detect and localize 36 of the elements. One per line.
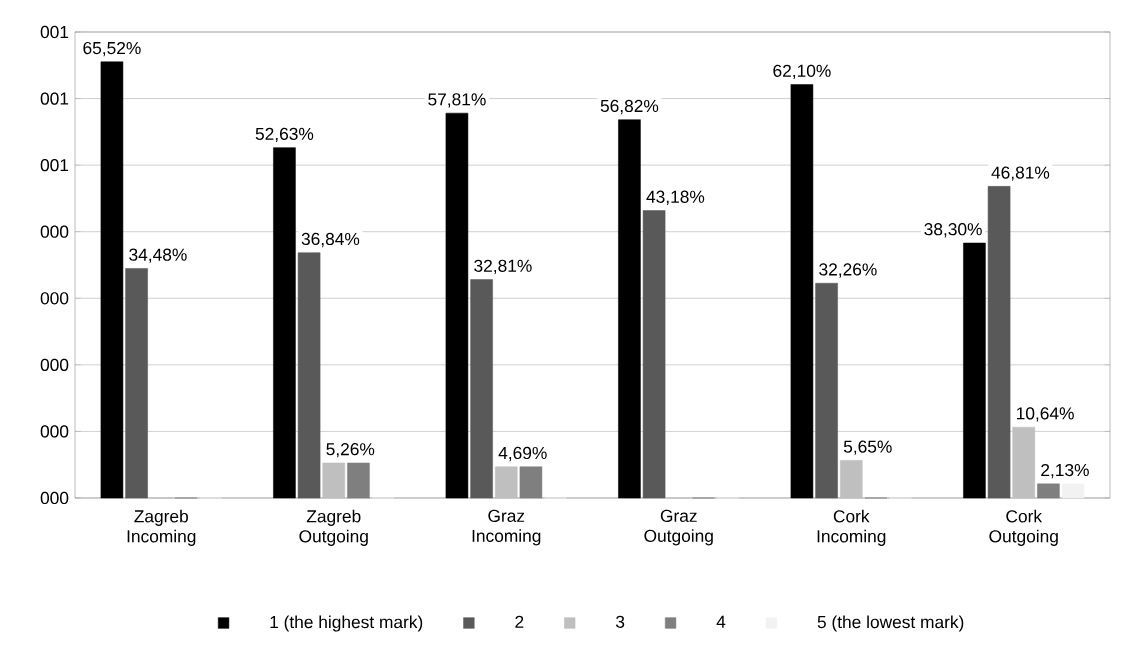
data-label: 38,30%	[924, 223, 982, 238]
y-tick-label: 001	[40, 25, 69, 39]
data-label: 65,52%	[83, 41, 141, 57]
y-tick-label: 000	[40, 292, 69, 305]
legend-label: 4	[716, 615, 726, 628]
data-label: 56,82%	[600, 99, 659, 115]
data-label: 57,81%	[428, 93, 486, 108]
x-tick-label: Zagreb Incoming	[127, 509, 196, 546]
data-label: 36,84%	[301, 232, 360, 248]
data-label: 5,65%	[843, 440, 892, 455]
legend-label: 1 (the highest mark)	[270, 615, 423, 632]
data-label: 34,48%	[129, 248, 187, 263]
y-tick-label: 001	[40, 92, 69, 105]
x-tick-label: Cork Incoming	[817, 509, 886, 546]
data-label: 32,81%	[474, 259, 532, 274]
legend-label: 2	[515, 615, 524, 628]
x-tick-label: Zagreb Outgoing	[299, 509, 368, 546]
data-label: 52,63%	[255, 127, 314, 143]
data-label: 10,64%	[1017, 407, 1074, 422]
data-label: 43,18%	[646, 190, 705, 205]
data-label: 2,13%	[1041, 463, 1089, 479]
y-tick-label: 001	[40, 158, 69, 172]
data-label: 4,69%	[498, 446, 547, 462]
data-label: 5,26%	[326, 443, 375, 458]
data-label: 62,10%	[773, 64, 831, 79]
data-label: 46,81%	[991, 166, 1050, 181]
y-tick-label: 000	[40, 425, 69, 438]
y-tick-label: 000	[40, 225, 69, 238]
x-tick-label: Graz Incoming	[472, 509, 541, 546]
data-label: 32,26%	[819, 263, 877, 278]
legend-label: 3	[616, 615, 625, 628]
x-tick-label: Graz Outgoing	[644, 509, 713, 546]
y-tick-label: 000	[40, 358, 69, 371]
y-tick-label: 000	[40, 491, 69, 505]
x-tick-label: Cork Outgoing	[989, 509, 1058, 546]
legend-label: 5 (the lowest mark)	[817, 615, 964, 632]
